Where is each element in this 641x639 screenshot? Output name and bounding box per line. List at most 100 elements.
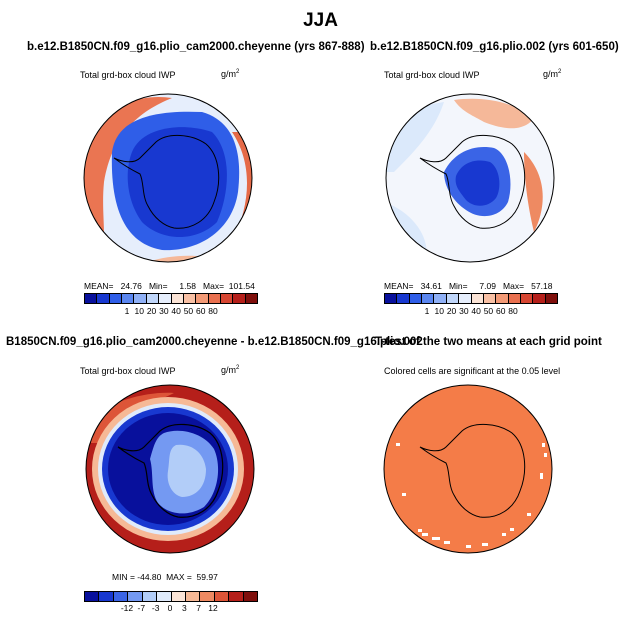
panel-2-map [385, 93, 555, 263]
colorbar-swatch [196, 294, 209, 303]
colorbar-swatch [533, 294, 546, 303]
colorbar-swatch [233, 294, 246, 303]
panel-1-colorbar-labels: 1 10 20 30 40 50 60 80 [84, 306, 256, 318]
colorbar-swatch [208, 294, 221, 303]
panel-1-map-border [83, 93, 253, 263]
panel-2-stats: MEAN= 34.61 Min= 7.09 Max= 57.18 [384, 281, 553, 291]
colorbar-swatch [409, 294, 423, 303]
colorbar-swatch [142, 592, 158, 601]
colorbar-tick-label: 20 [146, 306, 157, 316]
colorbar-swatch [520, 294, 534, 303]
panel-4-title: T-test of the two means at each grid poi… [375, 336, 602, 348]
colorbar-tick-label: 40 [471, 306, 481, 316]
colorbar-swatch [113, 592, 129, 601]
panel-3-map [85, 384, 255, 554]
colorbar-swatch [243, 592, 258, 601]
panel-4-map [383, 384, 553, 554]
colorbar-swatch [128, 592, 143, 601]
colorbar-tick-label: 40 [171, 306, 181, 316]
colorbar-tick-label: 10 [134, 306, 145, 316]
panel-2-red-band-east [524, 152, 543, 232]
colorbar-tick-label: 30 [459, 306, 469, 316]
panel-1-red-band-west [84, 97, 172, 262]
panel-1-map [83, 93, 253, 263]
colorbar-swatch [508, 294, 521, 303]
colorbar-swatch [171, 592, 186, 601]
colorbar-tick-label: 3 [181, 603, 187, 613]
panel-1-deep-blue-field [127, 127, 227, 237]
colorbar-swatch [214, 592, 230, 601]
panel-1-units: g/m2 [221, 69, 240, 79]
colorbar-swatch [99, 592, 114, 601]
colorbar-swatch [229, 592, 244, 601]
colorbar-swatch [220, 294, 234, 303]
panel-3-map-border [85, 384, 255, 554]
panel-1-antarctica-outline [113, 135, 220, 229]
colorbar-tick-label: 30 [159, 306, 169, 316]
colorbar-tick-label: 20 [446, 306, 457, 316]
panel-2-title: b.e12.B1850CN.f09_g16.plio.002 (yrs 601-… [370, 41, 619, 53]
colorbar-tick-label: -7 [137, 603, 146, 613]
colorbar-swatch [483, 294, 497, 303]
colorbar-tick-label: 1 [124, 306, 130, 316]
colorbar-swatch [134, 294, 147, 303]
panel-4-antarctica-outline [419, 424, 526, 518]
panel-4-significant-field [384, 385, 552, 553]
colorbar-swatch [434, 294, 447, 303]
panel-3-inner-light-field [167, 444, 206, 497]
panel-1-stats: MEAN= 24.76 Min= 1.58 Max= 101.54 [84, 281, 255, 291]
colorbar-tick-label: 50 [483, 306, 494, 316]
panel-1-subtitle: Total grd-box cloud IWP [80, 70, 176, 80]
colorbar-swatch [97, 294, 110, 303]
colorbar-tick-label: 80 [208, 306, 218, 316]
colorbar-tick-label: 7 [196, 603, 202, 613]
colorbar-tick-label: 1 [424, 306, 430, 316]
panel-4-map-border [383, 384, 553, 554]
colorbar-swatch [245, 294, 258, 303]
colorbar-tick-label: -3 [151, 603, 160, 613]
colorbar-swatch [157, 592, 172, 601]
colorbar-swatch [496, 294, 509, 303]
colorbar-swatch [109, 294, 123, 303]
panel-3-units: g/m2 [221, 365, 240, 375]
colorbar-swatch [183, 294, 197, 303]
panel-3-subtitle: Total grd-box cloud IWP [80, 366, 176, 376]
colorbar-tick-label: 50 [183, 306, 194, 316]
colorbar-swatch [545, 294, 558, 303]
panel-1-title: b.e12.B1850CN.f09_g16.plio_cam2000.cheye… [27, 41, 365, 53]
panel-2-deep-blue-field [455, 160, 500, 206]
panel-2-colorbar-labels: 1 10 20 30 40 50 60 80 [384, 306, 556, 318]
colorbar-swatch [171, 294, 184, 303]
panel-2-red-band-north [454, 98, 534, 129]
panel-1-colorbar [84, 293, 258, 304]
colorbar-swatch [471, 294, 484, 303]
colorbar-swatch [159, 294, 172, 303]
colorbar-swatch [385, 294, 398, 303]
colorbar-swatch [397, 294, 410, 303]
colorbar-tick-label: -12 [120, 603, 134, 613]
panel-3-title: B1850CN.f09_g16.plio_cam2000.cheyenne - … [6, 336, 423, 348]
panel-2-subtitle: Total grd-box cloud IWP [384, 70, 480, 80]
figure-title: JJA [303, 10, 338, 31]
colorbar-swatch [185, 592, 201, 601]
panel-3-antarctica-outline [117, 423, 224, 518]
colorbar-swatch [85, 294, 98, 303]
colorbar-swatch [85, 592, 100, 601]
colorbar-swatch [459, 294, 472, 303]
colorbar-swatch [446, 294, 460, 303]
panel-3-colorbar [84, 591, 258, 602]
colorbar-swatch [122, 294, 135, 303]
colorbar-tick-label: 60 [495, 306, 506, 316]
panel-4-insignificant-cells [396, 443, 547, 548]
panel-2-units: g/m2 [543, 69, 562, 79]
panel-3-stats: MIN = -44.80 MAX = 59.97 [112, 572, 218, 582]
colorbar-swatch [146, 294, 160, 303]
colorbar-tick-label: 80 [508, 306, 518, 316]
colorbar-tick-label: 12 [208, 603, 218, 613]
panel-2-antarctica-outline [419, 135, 526, 229]
panel-3-colorbar-labels: -12 -7 -3 0 3 7 12 [84, 603, 256, 615]
panel-4-subtitle: Colored cells are significant at the 0.0… [384, 366, 561, 376]
colorbar-swatch [200, 592, 215, 601]
colorbar-tick-label: 0 [167, 603, 173, 613]
colorbar-swatch [422, 294, 435, 303]
